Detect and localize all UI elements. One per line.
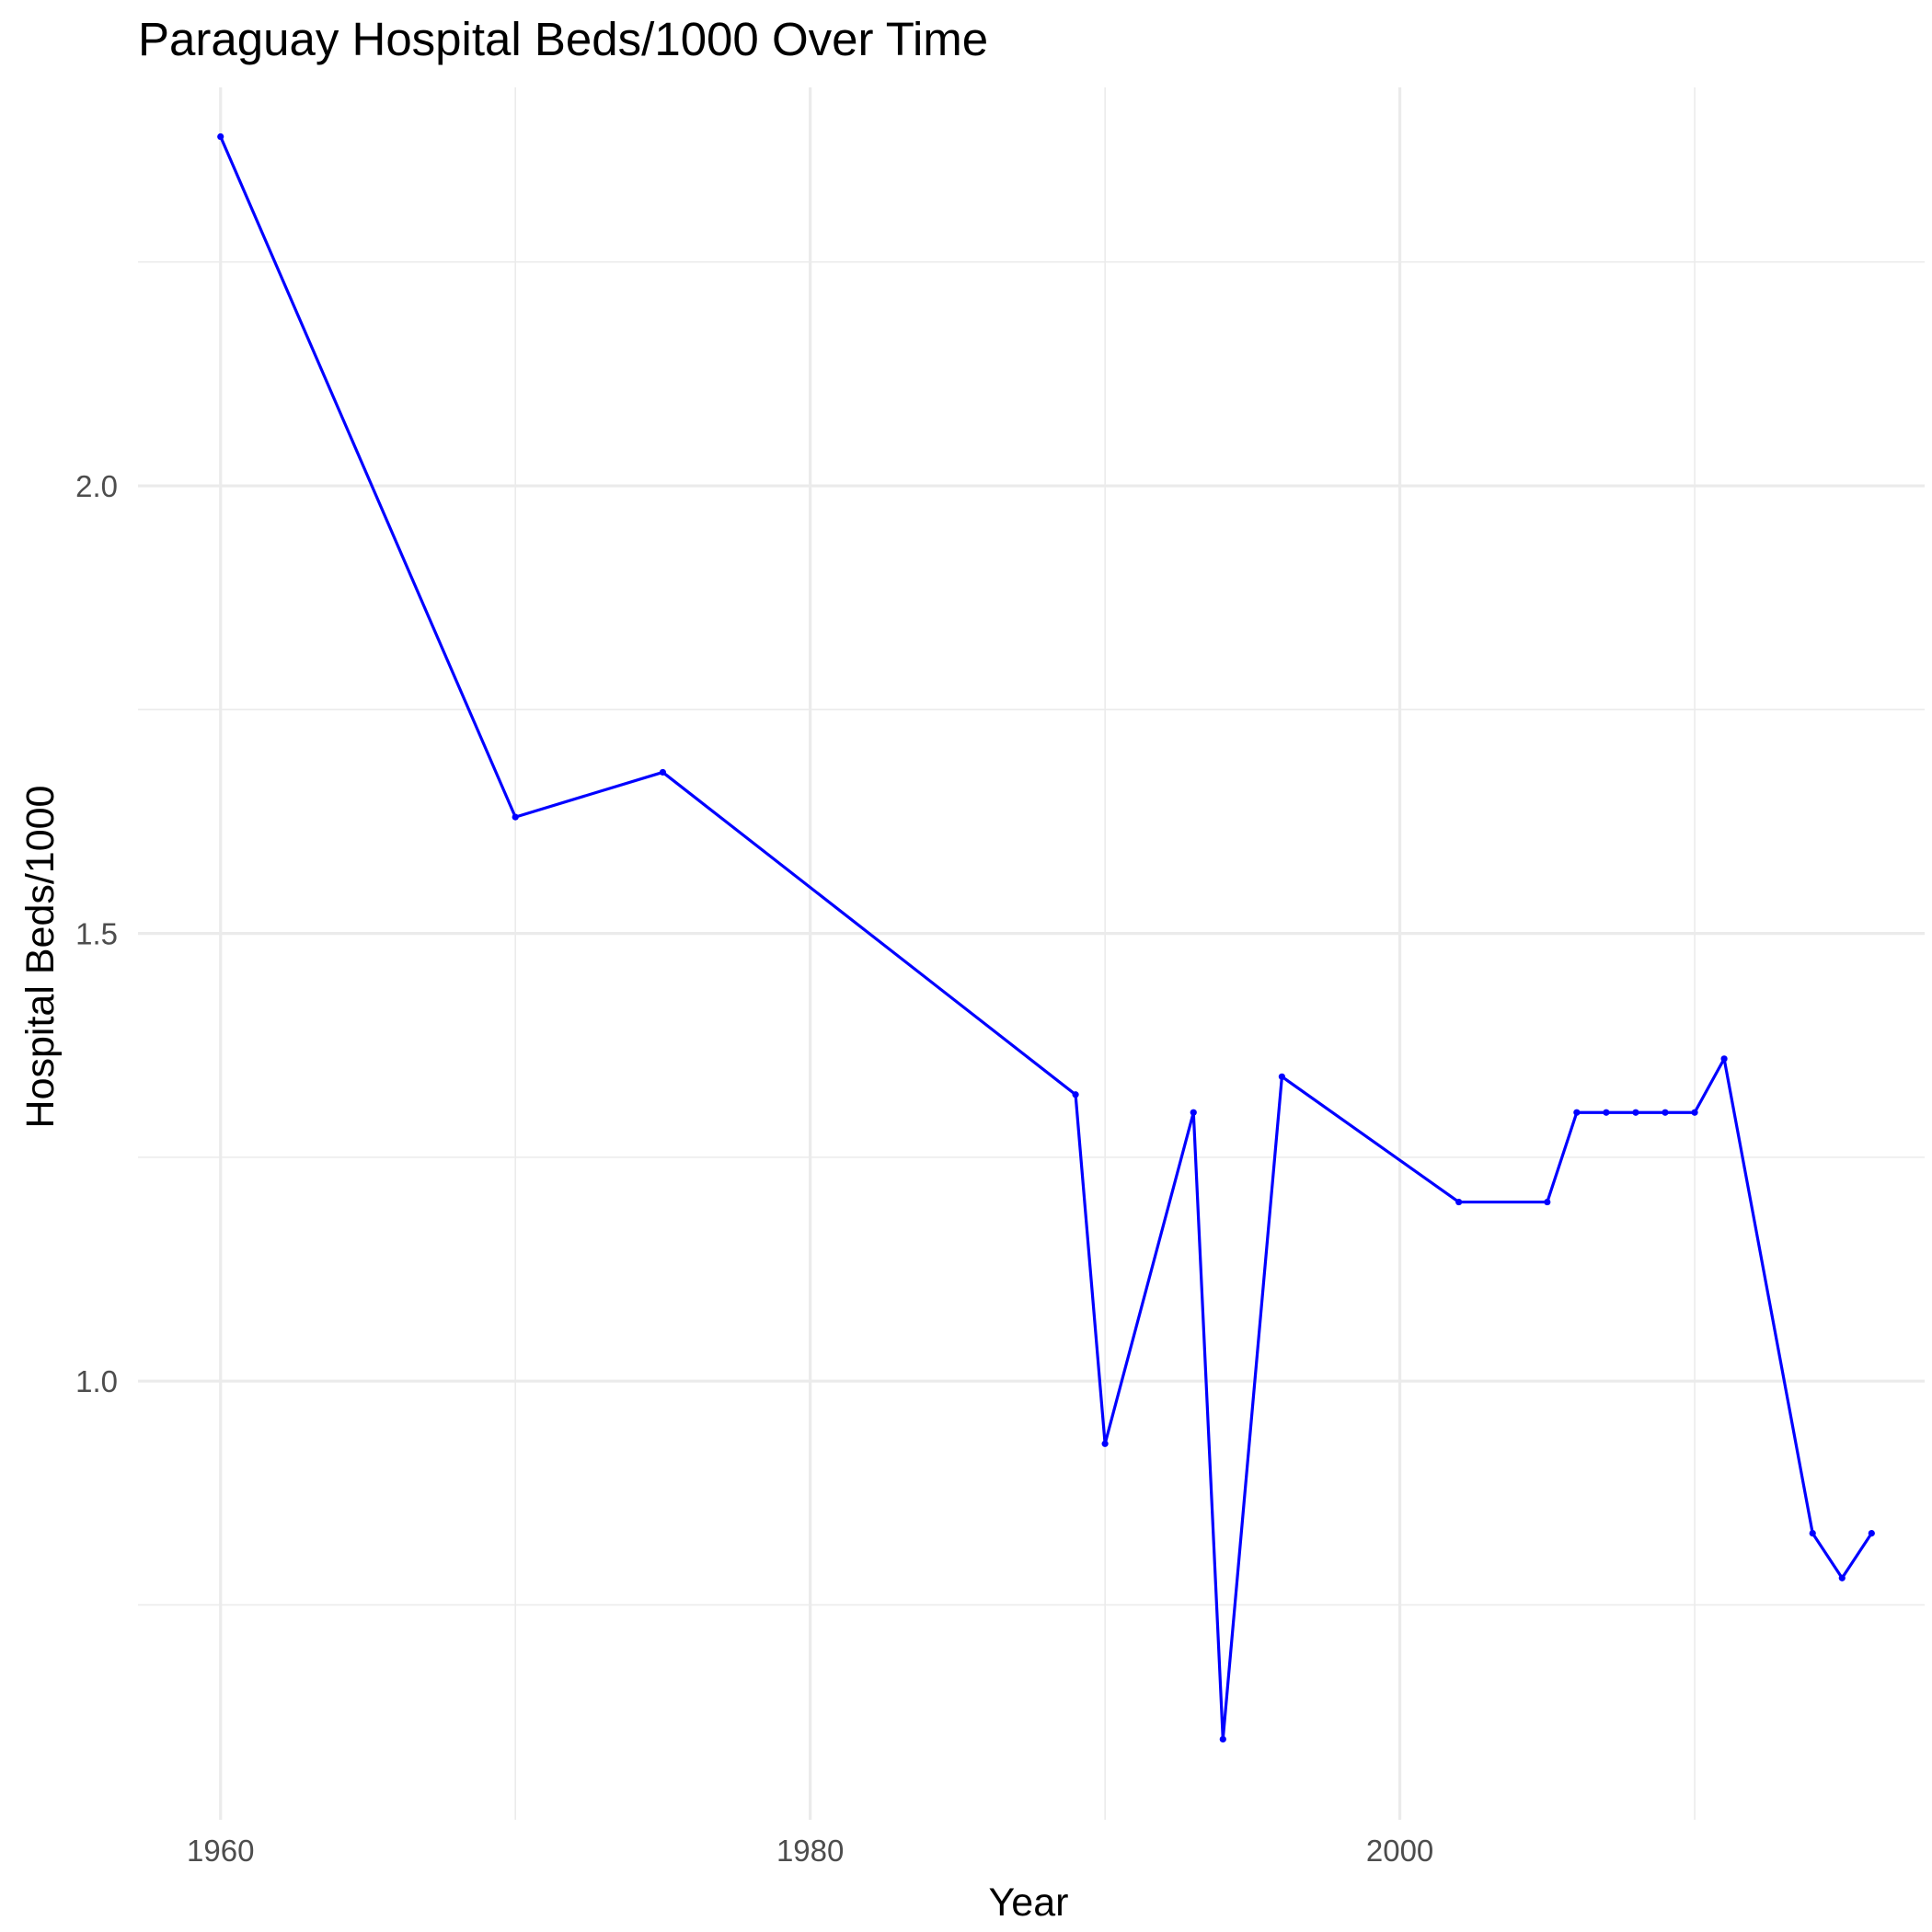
- data-point: [1838, 1574, 1846, 1581]
- data-point: [1072, 1091, 1079, 1098]
- data-point: [1190, 1109, 1197, 1116]
- data-point: [217, 132, 224, 141]
- data-point: [659, 768, 667, 776]
- data-point: [1809, 1529, 1816, 1537]
- y-tick-label: 2.0: [75, 469, 118, 503]
- data-point: [1219, 1735, 1226, 1743]
- x-tick-label: 1980: [776, 1834, 844, 1868]
- data-point: [1603, 1109, 1610, 1116]
- data-point: [512, 813, 519, 821]
- y-tick-label: 1.0: [75, 1364, 118, 1398]
- y-axis-title: Hospital Beds/1000: [18, 786, 63, 1129]
- data-point: [1573, 1109, 1581, 1116]
- data-point: [1868, 1529, 1875, 1537]
- data-point: [1278, 1073, 1285, 1080]
- data-point: [1720, 1055, 1728, 1063]
- data-series: [217, 132, 1875, 1743]
- chart-title: Paraguay Hospital Beds/1000 Over Time: [138, 13, 988, 65]
- data-point: [1662, 1109, 1669, 1116]
- data-point: [1632, 1109, 1639, 1116]
- x-tick-label: 2000: [1366, 1834, 1433, 1868]
- x-tick-label: 1960: [187, 1834, 254, 1868]
- tick-labels: 1960 1980 2000 1.0 1.5 2.0: [75, 469, 1433, 1868]
- data-point: [1101, 1440, 1109, 1447]
- x-axis-title: Year: [989, 1880, 1069, 1925]
- y-tick-label: 1.5: [75, 917, 118, 951]
- grid-lines: [138, 87, 1925, 1820]
- data-point: [1691, 1109, 1698, 1116]
- data-point: [1544, 1198, 1551, 1206]
- data-point: [1455, 1198, 1463, 1206]
